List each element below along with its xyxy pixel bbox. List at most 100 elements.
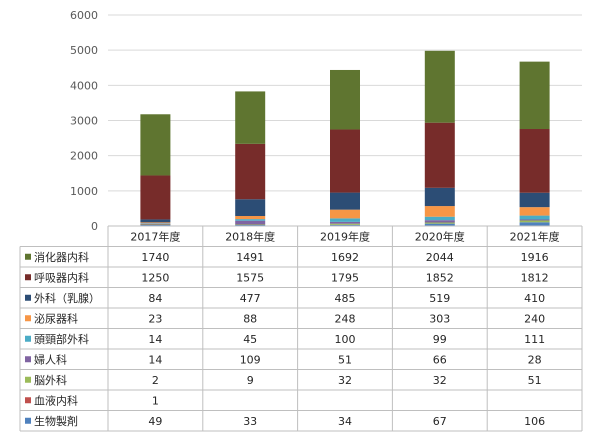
x-category-label: 2021年度	[510, 230, 560, 244]
bar-segment	[140, 224, 171, 226]
legend-key	[25, 253, 31, 260]
x-category-label: 2018年度	[225, 230, 275, 244]
table-value: 1250	[141, 272, 169, 285]
table-value: 2	[152, 374, 159, 387]
bar-segment	[424, 223, 455, 226]
x-category-label: 2020年度	[415, 230, 465, 244]
table-value: 477	[240, 292, 261, 305]
legend-key	[25, 417, 31, 424]
bar-segment	[330, 223, 360, 225]
table-value: 14	[148, 354, 162, 367]
bar-segment	[235, 224, 266, 226]
table-value: 66	[433, 354, 447, 367]
table-value: 32	[433, 374, 447, 387]
y-tick-label: 3000	[70, 115, 98, 128]
bar-segment	[424, 50, 455, 123]
legend-label: 外科（乳腺）	[34, 291, 100, 305]
bar-segment	[330, 69, 360, 130]
table-value: 88	[243, 313, 257, 326]
bar-segment	[235, 143, 266, 200]
table-value: 1	[152, 395, 159, 408]
table-value: 32	[338, 374, 352, 387]
bar-segment	[519, 222, 550, 226]
table-value: 106	[524, 415, 545, 428]
table-value: 1852	[426, 272, 454, 285]
bar-segment	[424, 122, 455, 188]
bar-segment	[140, 175, 171, 220]
bar-segment	[330, 129, 360, 193]
bar-segment	[140, 223, 171, 224]
legend-label: 頭頸部外科	[34, 332, 89, 346]
table-value: 28	[528, 354, 542, 367]
bar-segment	[519, 129, 550, 193]
table-value: 99	[433, 333, 447, 346]
y-tick-label: 1000	[70, 185, 98, 198]
legend-key	[25, 315, 31, 322]
bar-segment	[519, 207, 550, 216]
legend-key	[25, 376, 31, 383]
bar-segment	[330, 224, 360, 226]
table-value: 45	[243, 333, 257, 346]
table-value: 51	[338, 354, 352, 367]
table-value: 23	[148, 313, 162, 326]
table-value: 67	[433, 415, 447, 428]
legend-key	[25, 274, 31, 281]
legend-key	[25, 294, 31, 301]
bar-segment	[424, 187, 455, 207]
table-value: 1692	[331, 251, 359, 264]
legend-label: 婦人科	[34, 353, 67, 367]
bar-segment	[424, 216, 455, 221]
table-value: 33	[243, 415, 257, 428]
bar-segment	[235, 220, 266, 225]
y-tick-label: 0	[91, 220, 98, 233]
legend-label: 脳外科	[34, 373, 67, 387]
bar-segment	[330, 192, 360, 210]
table-value: 240	[524, 313, 545, 326]
table-value: 109	[240, 354, 261, 367]
bar-segment	[519, 192, 550, 208]
bar-segment	[140, 223, 171, 225]
legend-key	[25, 356, 31, 363]
bar-segment	[330, 209, 360, 219]
bar-segment	[235, 224, 266, 226]
table-value: 9	[247, 374, 254, 387]
legend-key	[25, 335, 31, 342]
y-tick-label: 5000	[70, 44, 98, 57]
bar-segment	[235, 91, 266, 144]
bar-segment	[519, 61, 550, 130]
x-category-label: 2017年度	[130, 230, 180, 244]
table-value: 100	[335, 333, 356, 346]
legend-label: 消化器内科	[34, 250, 89, 264]
table-value: 84	[148, 292, 162, 305]
table-value: 410	[524, 292, 545, 305]
table-value: 1575	[236, 272, 264, 285]
legend-label: 生物製剤	[34, 414, 78, 428]
table-value: 248	[335, 313, 356, 326]
bar-segment	[330, 221, 360, 224]
table-value: 111	[524, 333, 545, 346]
bar-segment	[424, 206, 455, 217]
bar-segment	[140, 224, 171, 225]
legend-label: 呼吸器内科	[34, 271, 89, 285]
bar-segment	[424, 222, 455, 224]
bar-segment	[235, 199, 266, 217]
y-axis-ticks: 0 1000 2000 3000 4000 5000 6000	[70, 9, 98, 233]
bar-segment	[330, 218, 360, 222]
legend-label: 血液内科	[34, 394, 78, 408]
table-value: 14	[148, 333, 162, 346]
legend-key	[25, 397, 31, 404]
table-value: 49	[148, 415, 162, 428]
bar-segment	[235, 216, 266, 220]
table-value: 2044	[426, 251, 454, 264]
table-value: 303	[429, 313, 450, 326]
legend-label: 泌尿器科	[34, 312, 78, 326]
y-tick-label: 6000	[70, 9, 98, 22]
bar-segment	[519, 219, 550, 221]
bar-segment	[235, 219, 266, 221]
bars	[140, 50, 550, 226]
table-value: 1795	[331, 272, 359, 285]
table-value: 1916	[521, 251, 549, 264]
y-tick-label: 4000	[70, 79, 98, 92]
bar-segment	[140, 114, 171, 176]
